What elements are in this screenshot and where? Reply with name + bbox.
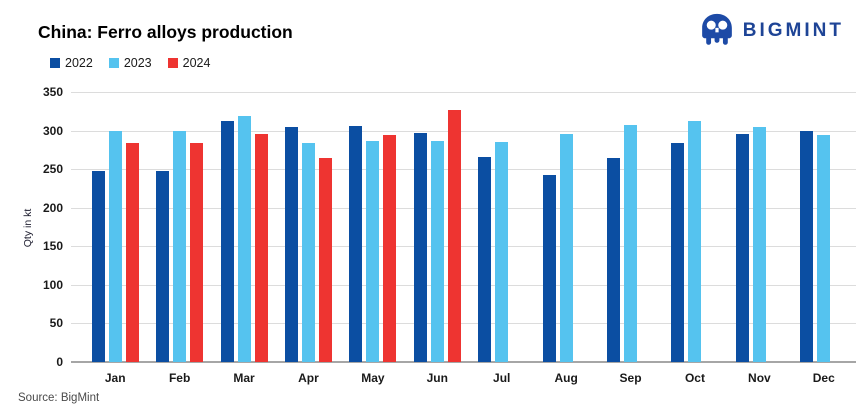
x-tick-label-mar: Mar — [233, 371, 255, 385]
brand-logo: BIGMINT — [699, 12, 844, 50]
bar-2023-apr — [301, 142, 315, 362]
gridline-100 — [71, 284, 856, 286]
x-tick-label-jun: Jun — [426, 371, 448, 385]
y-tick-label-0: 0 — [56, 355, 63, 369]
bar-2023-sep — [624, 125, 638, 362]
bar-2024-may — [383, 135, 397, 362]
y-tick-label-250: 250 — [42, 162, 63, 177]
bar-2024-feb — [190, 142, 204, 362]
gridline-150 — [71, 246, 856, 248]
bar-2022-jun — [413, 132, 427, 362]
gridline-350 — [71, 92, 856, 93]
legend-label-2022: 2022 — [65, 56, 93, 70]
bar-2022-jul — [478, 156, 492, 362]
source-note: Source: BigMint — [18, 392, 100, 404]
bar-2022-oct — [671, 142, 685, 362]
bar-2024-mar — [254, 134, 268, 362]
bar-2022-aug — [542, 174, 556, 362]
x-tick-label-apr: Apr — [298, 371, 319, 385]
legend-item-2023: 2023 — [108, 56, 152, 70]
bigmint-logo-icon — [699, 12, 735, 50]
x-tick-label-dec: Dec — [812, 371, 835, 385]
brand-name: BIGMINT — [742, 20, 844, 41]
x-tick-label-aug: Aug — [554, 371, 578, 385]
y-tick-label-350: 350 — [42, 85, 63, 99]
bar-2022-nov — [735, 133, 749, 362]
bar-2024-jun — [447, 109, 461, 362]
bar-2023-dec — [817, 135, 831, 362]
y-tick-label-200: 200 — [42, 200, 63, 215]
legend-item-2024: 2024 — [167, 56, 211, 70]
bar-2022-jan — [91, 170, 105, 362]
bar-2024-apr — [318, 157, 332, 362]
y-axis-title: Qty in kt — [22, 208, 34, 248]
bar-2022-feb — [156, 170, 170, 362]
y-tick-label-150: 150 — [42, 239, 63, 254]
bar-2023-may — [366, 140, 380, 362]
x-tick-label-jul: Jul — [493, 371, 511, 385]
gridline-300 — [71, 130, 856, 132]
x-tick-label-sep: Sep — [619, 371, 642, 385]
x-tick-label-jan: Jan — [104, 371, 126, 385]
bar-2023-oct — [688, 121, 702, 362]
legend-label-2023: 2023 — [123, 56, 152, 70]
bar-2023-jul — [495, 142, 509, 362]
y-tick-label-50: 50 — [49, 316, 63, 331]
chart-title: China: Ferro alloys production — [38, 22, 293, 42]
gridline-50 — [71, 323, 856, 325]
gridline-250 — [71, 169, 856, 171]
bar-2022-may — [349, 125, 363, 362]
legend-swatch-2023 — [108, 58, 119, 68]
bar-2022-sep — [607, 157, 621, 362]
y-tick-label-100: 100 — [42, 277, 63, 292]
bar-2023-jan — [108, 130, 122, 362]
x-tick-label-oct: Oct — [684, 371, 705, 385]
bar-2023-nov — [752, 126, 766, 362]
bar-2023-feb — [173, 130, 187, 362]
bar-2024-jan — [125, 142, 139, 362]
x-tick-label-feb: Feb — [168, 371, 191, 385]
bar-2023-jun — [430, 141, 444, 362]
gridline-200 — [71, 207, 856, 209]
bar-2023-aug — [559, 134, 573, 362]
y-tick-label-300: 300 — [42, 123, 63, 138]
bar-2022-dec — [800, 131, 814, 362]
legend-item-2022: 2022 — [50, 56, 93, 70]
x-tick-label-may: May — [361, 371, 385, 385]
chart-legend: 2022 2023 2024 — [50, 56, 210, 70]
bar-2022-apr — [284, 126, 298, 362]
gridline-0 — [71, 361, 856, 363]
legend-label-2024: 2024 — [182, 56, 211, 70]
legend-swatch-2024 — [167, 58, 178, 68]
x-tick-label-nov: Nov — [748, 371, 771, 385]
legend-swatch-2022 — [50, 58, 60, 68]
bar-2022-mar — [220, 121, 234, 362]
bar-2023-mar — [237, 115, 251, 362]
